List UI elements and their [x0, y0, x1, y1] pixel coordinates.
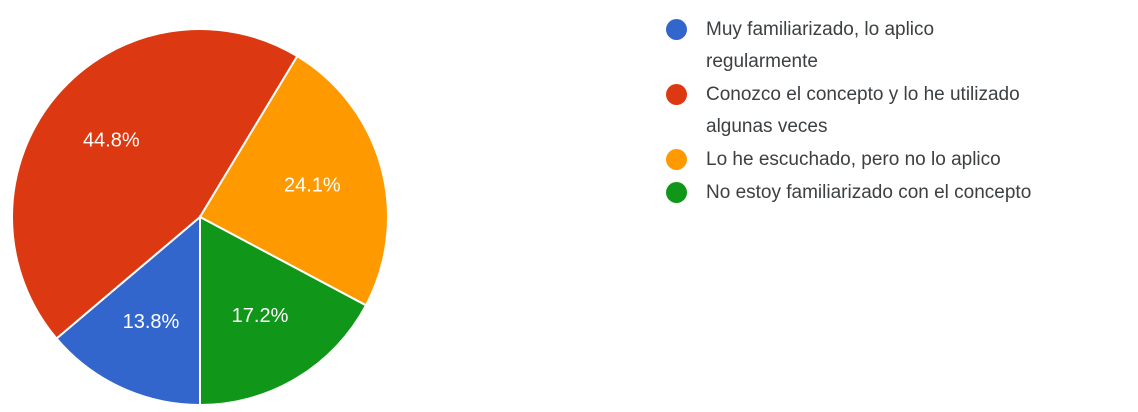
pie-slice-lo-he-escuchado-pero-no-lo-aplico[interactable]	[198, 54, 389, 307]
pie-data-label: 44.8%	[83, 130, 140, 152]
legend-item-conozco-el-concepto[interactable]: Conozco el concepto y lo he utilizado al…	[666, 79, 1136, 143]
chart-legend: Muy familiarizado, lo aplico regularment…	[666, 14, 1136, 210]
legend-item-no-estoy-familiarizado[interactable]: No estoy familiarizado con el concepto	[666, 177, 1136, 209]
pie-slice-muy-familiarizado-lo-aplico-regularmente[interactable]	[55, 214, 201, 407]
legend-label: No estoy familiarizado con el concepto	[706, 182, 1032, 203]
pie-data-label: 17.2%	[232, 305, 289, 327]
pie-chart: 13.8% 44.8% 24.1% 17.2%	[11, 28, 389, 407]
legend-label-continued: algunas veces	[706, 116, 828, 137]
pie-data-labels: 13.8% 44.8% 24.1% 17.2%	[83, 130, 341, 333]
legend-swatch-green	[666, 182, 687, 203]
legend-label: Muy familiarizado, lo aplico	[706, 19, 935, 40]
legend-swatch-red	[666, 84, 687, 105]
legend-label: Lo he escuchado, pero no lo aplico	[706, 149, 1001, 170]
pie-slice-conozco-el-concepto-y-lo-he-utilizado-algunas-veces[interactable]	[11, 28, 299, 340]
legend-label-continued: regularmente	[706, 51, 818, 72]
pie-slice-no-estoy-familiarizado-con-el-concepto[interactable]	[199, 215, 368, 407]
legend-item-lo-he-escuchado[interactable]: Lo he escuchado, pero no lo aplico	[666, 144, 1136, 176]
legend-item-muy-familiarizado[interactable]: Muy familiarizado, lo aplico regularment…	[666, 14, 1136, 78]
pie-data-label: 13.8%	[123, 311, 180, 333]
legend-label: Conozco el concepto y lo he utilizado	[706, 84, 1020, 105]
pie-slices	[11, 28, 389, 407]
legend-swatch-blue	[666, 19, 687, 40]
legend-swatch-orange	[666, 149, 687, 170]
pie-data-label: 24.1%	[284, 174, 341, 196]
